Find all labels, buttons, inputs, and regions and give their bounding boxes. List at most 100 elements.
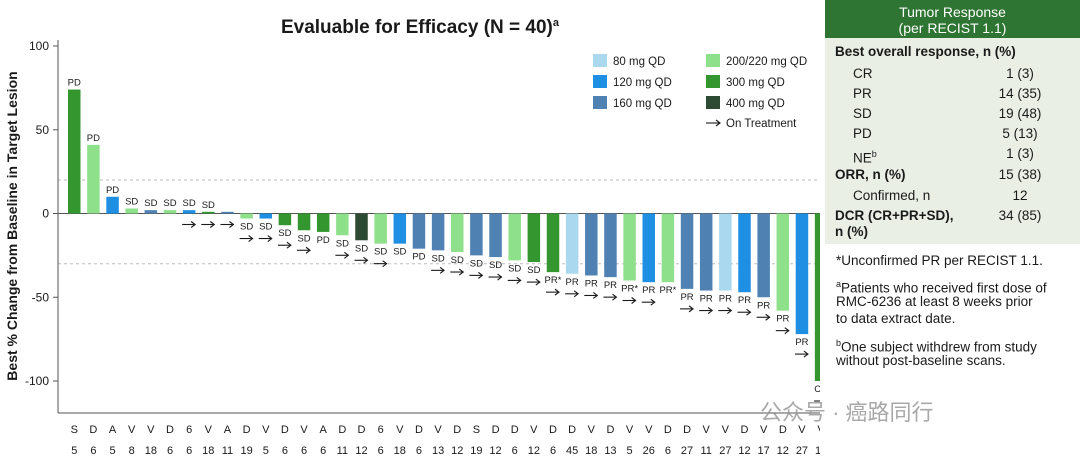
mutation-label: V — [722, 424, 730, 436]
mutation-label: D — [338, 424, 346, 436]
on-treatment-arrowhead — [612, 293, 618, 301]
bar — [202, 211, 215, 214]
response-row-value: 14 (35) — [998, 86, 1042, 101]
on-treatment-arrowhead — [305, 246, 311, 254]
week-label: 13 — [432, 445, 444, 456]
bar-response-label: PD — [106, 185, 119, 196]
on-treatment-arrowhead — [746, 308, 752, 316]
bar — [87, 144, 100, 214]
mutation-label: V — [147, 424, 155, 436]
bar-response-label: PR — [604, 280, 617, 291]
mutation-label: V — [588, 424, 596, 436]
mutation-label: D — [243, 424, 251, 436]
bar — [604, 213, 617, 278]
legend-label: 160 mg QD — [613, 98, 672, 110]
bar-response-label: PD — [317, 235, 330, 246]
bar — [451, 213, 464, 253]
mutation-label: D — [511, 424, 519, 436]
bar — [374, 213, 387, 244]
on-treatment-arrowhead — [190, 221, 197, 228]
on-treatment-arrowhead — [727, 307, 733, 314]
bar-response-label: PR — [566, 277, 579, 288]
bar — [125, 208, 138, 214]
on-treatment-arrowhead — [592, 292, 599, 299]
bar-response-label: SD — [297, 233, 310, 244]
response-row-label-text: NE — [853, 150, 872, 166]
bar — [623, 213, 636, 281]
response-row-value: 34 (85) — [998, 208, 1042, 223]
response-row-value: 1 (3) — [1006, 66, 1034, 81]
mutation-label: S — [71, 424, 78, 436]
on-treatment-arrowhead — [286, 241, 292, 249]
bar — [585, 213, 598, 276]
bar-response-label: PR — [642, 285, 655, 296]
on-treatment-arrowhead — [803, 350, 809, 358]
on-treatment-arrowhead — [439, 266, 446, 274]
week-label: 27 — [796, 445, 808, 456]
week-label: 5 — [109, 445, 115, 456]
mutation-label: V — [300, 424, 308, 436]
bar — [431, 213, 445, 251]
footnote-text: without post-baseline scans. — [836, 353, 1006, 368]
bottom-rows: S5D6A5V8V18D666V18A11D19V5D6V6A6D11D1266… — [71, 424, 820, 456]
mutation-label: D — [453, 424, 461, 436]
mutation-label: D — [741, 424, 749, 436]
mutation-label: V — [760, 424, 768, 436]
response-row-label-superscript: b — [871, 149, 877, 159]
bar — [508, 213, 521, 261]
bar-response-label: PD — [412, 252, 425, 263]
response-row-label: DCR (CR+PR+SD), n (%) — [835, 208, 954, 240]
response-row-label: Best overall response, n (%) — [835, 44, 1016, 60]
response-row-label: PD — [853, 126, 872, 142]
response-row-value: 1 (3) — [1006, 146, 1034, 161]
bar-response-label: PR* — [659, 285, 676, 296]
on-treatment-arrowhead — [516, 276, 522, 284]
legend-swatch — [706, 96, 720, 109]
bar — [680, 213, 694, 289]
bar — [259, 213, 272, 219]
watermark: 公众号 · 癌路同行 — [760, 400, 934, 425]
bar-response-label: PR* — [545, 275, 562, 286]
week-label: 6 — [550, 445, 556, 456]
week-label: 6 — [378, 445, 384, 456]
week-label: 6 — [416, 445, 422, 456]
mutation-label: D — [89, 424, 97, 436]
mutation-label: A — [224, 424, 232, 436]
bar — [278, 213, 292, 226]
legend-label: 200/220 mg QD — [726, 56, 807, 68]
bar — [642, 213, 655, 283]
week-label: 6 — [186, 445, 192, 456]
bar-response-label: SD — [259, 222, 272, 233]
mutation-label: A — [320, 424, 328, 436]
mutation-label: D — [415, 424, 423, 436]
response-row-value: 5 (13) — [1002, 126, 1038, 141]
bar — [182, 210, 196, 214]
on-treatment-arrowhead — [478, 271, 484, 279]
y-tick-label: 100 — [29, 39, 49, 53]
legend-label: 120 mg QD — [613, 77, 672, 89]
legend-label: 400 mg QD — [726, 98, 785, 110]
week-label: 11 — [700, 445, 711, 456]
week-label: 12 — [528, 445, 540, 456]
tumor-response-header-line1: Tumor Response — [899, 4, 1006, 20]
footnote-text: Patients who received first dose of — [841, 280, 1047, 296]
y-tick-label: -50 — [32, 290, 50, 304]
bar — [144, 210, 158, 214]
legend-swatch — [593, 54, 607, 67]
response-row-label-text: Best overall response, n (%) — [835, 44, 1016, 59]
bar-response-label: SD — [470, 258, 483, 269]
week-label: 11 — [337, 445, 348, 456]
response-row-label: Confirmed, n — [853, 188, 930, 204]
on-treatment-arrowhead — [229, 221, 235, 228]
footnote-marker: b — [836, 338, 842, 348]
on-treatment-arrowhead — [573, 290, 580, 298]
tumor-response-header-line2: (per RECIST 1.1) — [898, 20, 1007, 36]
footnote-line: *Unconfirmed PR per RECIST 1.1. — [836, 252, 1043, 269]
bar — [316, 213, 330, 232]
bar-response-label: SD — [508, 263, 521, 274]
bar — [814, 213, 820, 381]
mutation-label: 6 — [378, 424, 384, 436]
mutation-label: V — [128, 424, 136, 436]
mutation-label: D — [492, 424, 500, 436]
tumor-response-panel: Tumor Response (per RECIST 1.1) Best ove… — [825, 0, 1080, 244]
